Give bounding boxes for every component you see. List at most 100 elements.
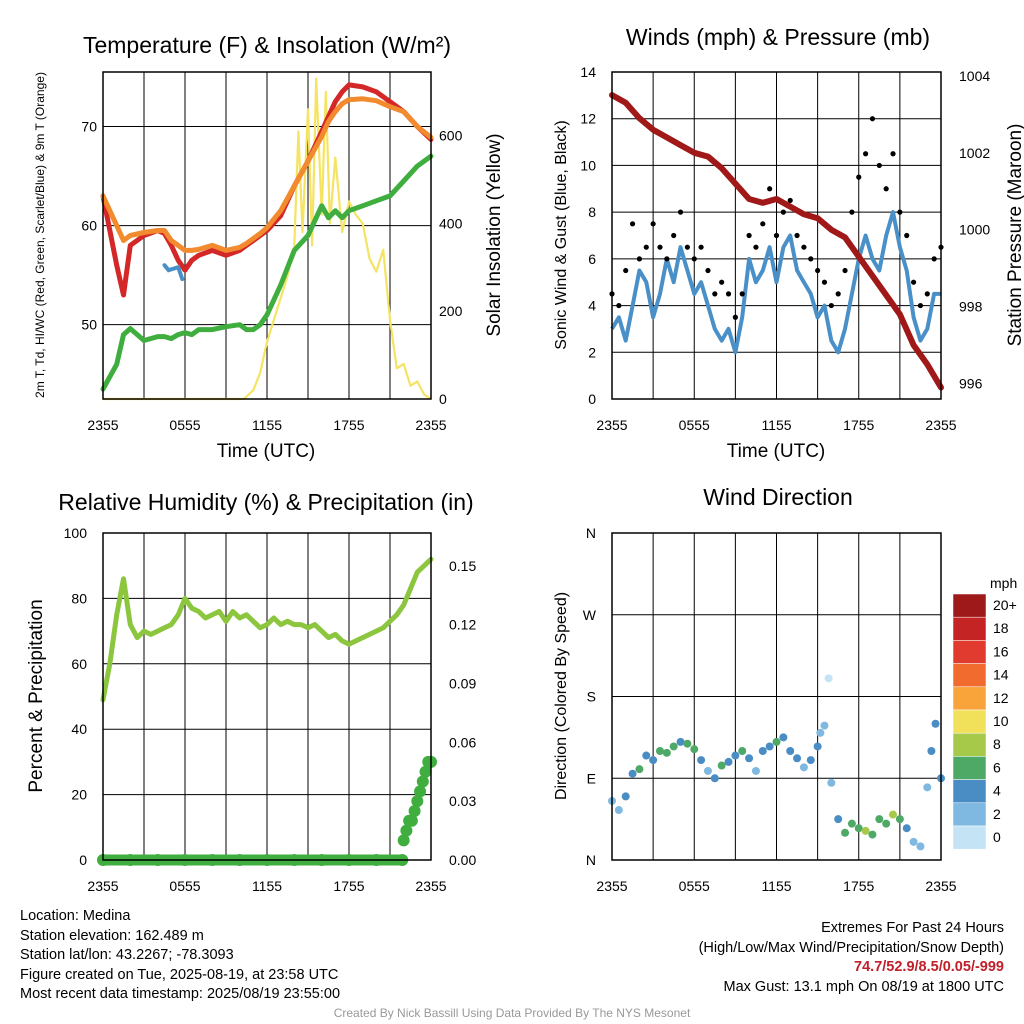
x-tick-label: 1155 [761, 417, 791, 433]
svg-text:Temperature (F) & Insolation (: Temperature (F) & Insolation (W/m²) [83, 32, 451, 58]
direction-point [824, 674, 833, 683]
y-tick-label: 20 [71, 787, 87, 803]
direction-point [799, 763, 808, 772]
gust-point [780, 209, 786, 215]
gust-point [904, 232, 910, 239]
y-tick-label: 40 [71, 721, 87, 737]
direction-point [683, 739, 692, 748]
gust-point [677, 209, 684, 215]
gust-point [629, 221, 636, 227]
y2-tick-label: 200 [439, 303, 463, 319]
y-tick-label: 10 [580, 157, 596, 173]
y2-tick-label: 400 [439, 215, 463, 231]
winds-panel: Winds (mph) & Pressure (mb) 2355 0555 1155… [553, 24, 1024, 462]
gust-point [835, 291, 841, 297]
precip-point [416, 775, 429, 788]
gust-point [705, 267, 711, 274]
x-tick-label: 2355 [596, 878, 627, 894]
direction-panel: Wind Direction 2355 0555 1155 1755 2355NESWN… [553, 484, 1017, 894]
direction-point [690, 745, 699, 754]
precip-point [414, 785, 427, 798]
x-tick-label: 1155 [761, 878, 791, 894]
x-tick-label: 2355 [415, 878, 446, 894]
created-text: Figure created on Tue, 2025-08-19, at 23… [20, 966, 339, 983]
extremes-subtitle: (High/Low/Max Wind/Precipitation/Snow De… [698, 939, 1004, 956]
y-tick-label: 50 [81, 317, 97, 333]
gust-point [931, 256, 937, 262]
series-line-orange [100, 96, 434, 253]
temperature-xlabel: Time (UTC) [217, 441, 316, 462]
direction-point [854, 824, 863, 833]
direction-point [882, 819, 891, 828]
gust-point [657, 244, 663, 250]
direction-point [655, 747, 664, 755]
gust-point [664, 256, 670, 262]
y-tick-label: 8 [588, 204, 596, 220]
gust-point [856, 174, 862, 180]
gust-point [842, 267, 848, 274]
x-tick-label: 0555 [679, 417, 710, 433]
gust-point [671, 232, 677, 239]
x-tick-label: 1155 [252, 417, 282, 433]
y-tick-label: 70 [81, 119, 97, 135]
gust-point [760, 221, 766, 227]
winds-y2label: Station Pressure (Maroon) [1005, 124, 1024, 347]
legend-swatch [952, 686, 987, 711]
latlon-text: Station lat/lon: 43.2267; -78.3093 [20, 947, 234, 963]
legend-label: 16 [993, 643, 1009, 659]
temperature-y2label: Solar Insolation (Yellow) [484, 133, 505, 336]
gust-point [712, 291, 718, 297]
direction-point [710, 774, 719, 783]
gust-point [883, 186, 889, 192]
y-tick-label: E [587, 770, 596, 786]
x-tick-label: 1755 [333, 878, 364, 894]
gust-point [815, 267, 821, 274]
gust-point [725, 291, 732, 297]
direction-point [793, 754, 802, 763]
direction-point [861, 826, 870, 835]
y2-tick-label: 0.15 [449, 558, 476, 574]
gust-point [876, 162, 882, 169]
legend-swatch [952, 825, 987, 850]
direction-point [669, 742, 678, 751]
x-tick-label: 0555 [169, 878, 200, 894]
gust-point [890, 151, 896, 157]
extremes-title: Extremes For Past 24 Hours [821, 920, 1004, 936]
direction-point [916, 842, 925, 851]
temperature-panel: Temperature (F) & Insolation (W/m²) 2355… [33, 32, 505, 462]
direction-point [816, 728, 825, 737]
y2-tick-label: 0.00 [449, 852, 476, 868]
recent-text: Most recent data timestamp: 2025/08/19 2… [20, 986, 341, 1002]
direction-point [738, 747, 747, 755]
y2-tick-label: 0.12 [449, 617, 476, 633]
precip-point [411, 795, 424, 808]
direction-point [614, 806, 623, 815]
legend-swatch [952, 663, 987, 688]
precip-point [400, 824, 413, 837]
x-tick-label: 2355 [925, 878, 956, 894]
y-tick-label: 6 [588, 251, 596, 267]
y2-tick-label: 1000 [959, 222, 990, 238]
gust-point [863, 151, 869, 157]
direction-plot-frame [611, 532, 942, 861]
legend-swatch [952, 709, 987, 734]
gust-point [869, 116, 876, 122]
y-tick-label: 4 [588, 298, 596, 314]
y-tick-label: N [586, 525, 596, 541]
x-tick-label: 0555 [169, 417, 200, 433]
legend-label: 4 [993, 783, 1001, 799]
y2-tick-label: 0.03 [449, 793, 476, 809]
legend-swatch [952, 802, 987, 827]
direction-point [847, 819, 856, 828]
y-tick-label: 2 [588, 344, 596, 360]
direction-point [662, 748, 671, 757]
gust-point [773, 232, 780, 239]
gust-point [746, 232, 752, 239]
insolation-line [103, 77, 432, 401]
x-tick-label: 1755 [843, 878, 874, 894]
y-tick-label: 14 [580, 64, 596, 80]
direction-point [841, 828, 850, 837]
x-tick-label: 2355 [87, 417, 118, 433]
winds-xlabel: Time (UTC) [727, 441, 826, 462]
